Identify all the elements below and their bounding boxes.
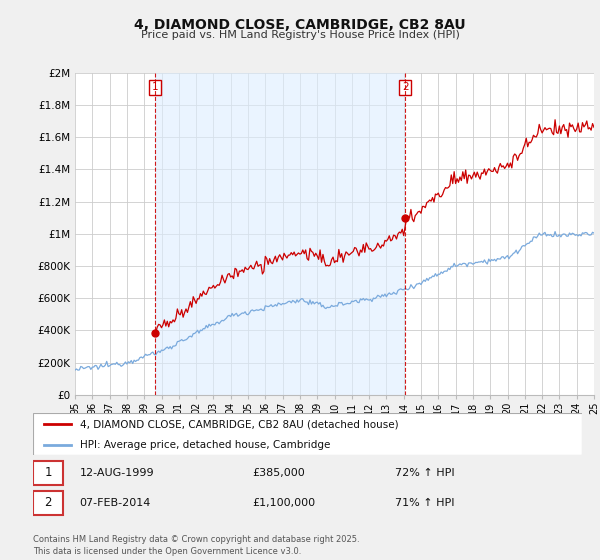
Text: Price paid vs. HM Land Registry's House Price Index (HPI): Price paid vs. HM Land Registry's House … bbox=[140, 30, 460, 40]
Text: 2: 2 bbox=[44, 496, 52, 510]
Text: 72% ↑ HPI: 72% ↑ HPI bbox=[395, 468, 455, 478]
Text: 1: 1 bbox=[44, 466, 52, 479]
Bar bbox=[33, 491, 63, 515]
Text: 12-AUG-1999: 12-AUG-1999 bbox=[80, 468, 154, 478]
Text: £1,100,000: £1,100,000 bbox=[253, 498, 316, 508]
Text: 1: 1 bbox=[152, 82, 158, 92]
Text: Contains HM Land Registry data © Crown copyright and database right 2025.
This d: Contains HM Land Registry data © Crown c… bbox=[33, 535, 359, 556]
Bar bbox=[155, 73, 405, 395]
Text: £385,000: £385,000 bbox=[253, 468, 305, 478]
Text: 4, DIAMOND CLOSE, CAMBRIDGE, CB2 8AU: 4, DIAMOND CLOSE, CAMBRIDGE, CB2 8AU bbox=[134, 18, 466, 32]
Bar bbox=[33, 460, 63, 485]
Text: 4, DIAMOND CLOSE, CAMBRIDGE, CB2 8AU (detached house): 4, DIAMOND CLOSE, CAMBRIDGE, CB2 8AU (de… bbox=[80, 419, 398, 430]
Text: 2: 2 bbox=[402, 82, 409, 92]
Text: 07-FEB-2014: 07-FEB-2014 bbox=[80, 498, 151, 508]
Text: 71% ↑ HPI: 71% ↑ HPI bbox=[395, 498, 455, 508]
Text: HPI: Average price, detached house, Cambridge: HPI: Average price, detached house, Camb… bbox=[80, 441, 330, 450]
